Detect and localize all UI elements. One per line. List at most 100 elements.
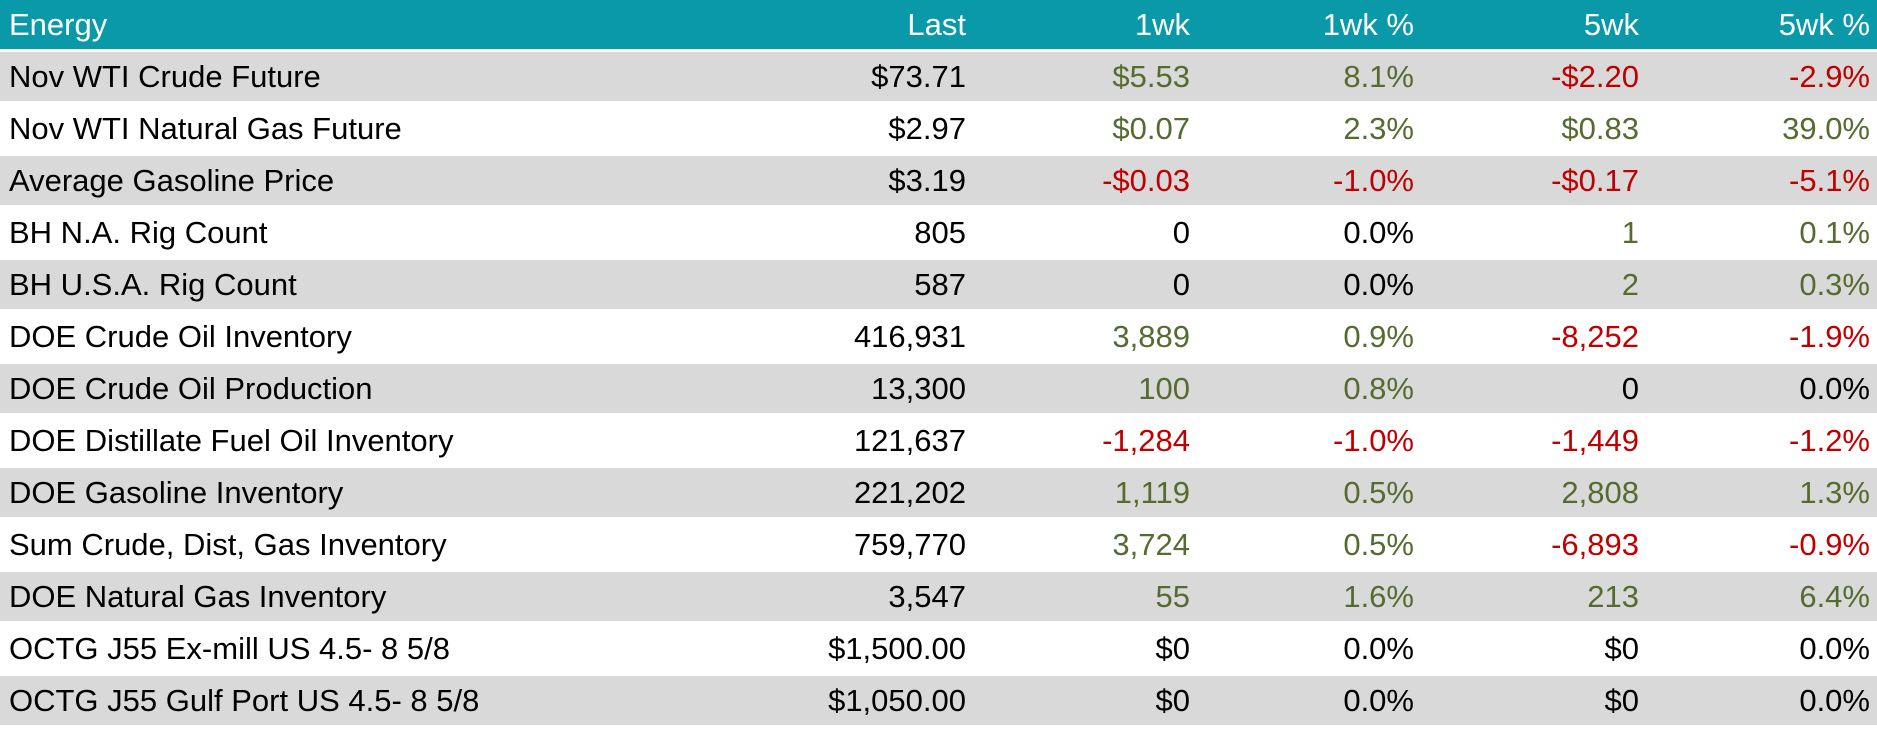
5wk-change: 0: [1421, 362, 1646, 416]
5wk-percent: -1.2%: [1646, 414, 1877, 468]
last-value: $1,500.00: [750, 622, 973, 676]
5wk-change: -$2.20: [1421, 50, 1646, 104]
5wk-change: $0.83: [1421, 102, 1646, 156]
last-value: 587: [750, 258, 973, 312]
row-label: Sum Crude, Dist, Gas Inventory: [0, 518, 750, 572]
1wk-percent: 2.3%: [1197, 102, 1421, 156]
5wk-percent: -1.9%: [1646, 310, 1877, 364]
row-label: BH N.A. Rig Count: [0, 206, 750, 260]
1wk-change: $0: [973, 674, 1197, 728]
1wk-change: 55: [973, 570, 1197, 624]
table-row: OCTG J55 Ex-mill US 4.5- 8 5/8 $1,500.00 $…: [0, 622, 1877, 676]
table-row: DOE Distillate Fuel Oil Inventory 121,637…: [0, 414, 1877, 468]
5wk-change: -$0.17: [1421, 154, 1646, 208]
1wk-percent: 0.5%: [1197, 518, 1421, 572]
table-row: Average Gasoline Price $3.19 -$0.03 -1.0% -$…: [0, 154, 1877, 208]
last-value: 121,637: [750, 414, 973, 468]
5wk-change: $0: [1421, 622, 1646, 676]
table-row: DOE Gasoline Inventory 221,202 1,119 0.5% 2,…: [0, 466, 1877, 520]
5wk-percent: 39.0%: [1646, 102, 1877, 156]
last-value: 13,300: [750, 362, 973, 416]
5wk-change: -1,449: [1421, 414, 1646, 468]
last-value: 221,202: [750, 466, 973, 520]
column-header-wk1pct: 1wk %: [1197, 0, 1421, 52]
row-label: DOE Crude Oil Inventory: [0, 310, 750, 364]
5wk-change: 2: [1421, 258, 1646, 312]
last-value: 805: [750, 206, 973, 260]
row-label: Average Gasoline Price: [0, 154, 750, 208]
1wk-change: 100: [973, 362, 1197, 416]
header-row: Energy Last 1wk 1wk % 5wk 5wk %: [0, 0, 1877, 52]
table-header: Energy Last 1wk 1wk % 5wk 5wk %: [0, 0, 1877, 52]
1wk-change: 1,119: [973, 466, 1197, 520]
1wk-percent: 0.0%: [1197, 258, 1421, 312]
5wk-percent: 0.0%: [1646, 622, 1877, 676]
1wk-percent: 8.1%: [1197, 50, 1421, 104]
1wk-percent: 0.0%: [1197, 622, 1421, 676]
5wk-percent: -2.9%: [1646, 50, 1877, 104]
1wk-percent: 1.6%: [1197, 570, 1421, 624]
row-label: Nov WTI Crude Future: [0, 50, 750, 104]
row-label: DOE Crude Oil Production: [0, 362, 750, 416]
column-header-wk5: 5wk: [1421, 0, 1646, 52]
table-row: Nov WTI Crude Future $73.71 $5.53 8.1% -$2.2…: [0, 50, 1877, 104]
1wk-change: $5.53: [973, 50, 1197, 104]
last-value: $1,050.00: [750, 674, 973, 728]
last-value: 759,770: [750, 518, 973, 572]
1wk-change: $0.07: [973, 102, 1197, 156]
last-value: 3,547: [750, 570, 973, 624]
5wk-change: -6,893: [1421, 518, 1646, 572]
5wk-change: $0: [1421, 674, 1646, 728]
1wk-change: 0: [973, 206, 1197, 260]
1wk-percent: 0.0%: [1197, 206, 1421, 260]
table-row: Nov WTI Natural Gas Future $2.97 $0.07 2.3%…: [0, 102, 1877, 156]
column-header-energy: Energy: [0, 0, 750, 52]
5wk-percent: 6.4%: [1646, 570, 1877, 624]
1wk-percent: 0.9%: [1197, 310, 1421, 364]
1wk-change: -1,284: [973, 414, 1197, 468]
last-value: $73.71: [750, 50, 973, 104]
column-header-wk5pct: 5wk %: [1646, 0, 1877, 52]
last-value: $3.19: [750, 154, 973, 208]
table-row: BH N.A. Rig Count 805 0 0.0% 1 0.1%: [0, 206, 1877, 260]
5wk-percent: 1.3%: [1646, 466, 1877, 520]
row-label: OCTG J55 Ex-mill US 4.5- 8 5/8: [0, 622, 750, 676]
1wk-percent: 0.5%: [1197, 466, 1421, 520]
table-row: DOE Natural Gas Inventory 3,547 55 1.6% 213 6…: [0, 570, 1877, 624]
row-label: DOE Gasoline Inventory: [0, 466, 750, 520]
table-row: BH U.S.A. Rig Count 587 0 0.0% 2 0.3%: [0, 258, 1877, 312]
1wk-percent: -1.0%: [1197, 414, 1421, 468]
1wk-percent: 0.8%: [1197, 362, 1421, 416]
1wk-change: 3,889: [973, 310, 1197, 364]
last-value: 416,931: [750, 310, 973, 364]
5wk-percent: 0.0%: [1646, 674, 1877, 728]
1wk-change: -$0.03: [973, 154, 1197, 208]
5wk-change: 1: [1421, 206, 1646, 260]
1wk-percent: -1.0%: [1197, 154, 1421, 208]
column-header-last: Last: [750, 0, 973, 52]
1wk-percent: 0.0%: [1197, 674, 1421, 728]
5wk-change: 2,808: [1421, 466, 1646, 520]
table-row: DOE Crude Oil Production 13,300 100 0.8% 0 0.…: [0, 362, 1877, 416]
5wk-percent: -5.1%: [1646, 154, 1877, 208]
1wk-change: 3,724: [973, 518, 1197, 572]
last-value: $2.97: [750, 102, 973, 156]
1wk-change: 0: [973, 258, 1197, 312]
table-row: OCTG J55 Gulf Port US 4.5- 8 5/8 $1,050.0…: [0, 674, 1877, 728]
5wk-percent: 0.3%: [1646, 258, 1877, 312]
row-label: Nov WTI Natural Gas Future: [0, 102, 750, 156]
table-row: DOE Crude Oil Inventory 416,931 3,889 0.9% -…: [0, 310, 1877, 364]
row-label: BH U.S.A. Rig Count: [0, 258, 750, 312]
1wk-change: $0: [973, 622, 1197, 676]
column-header-wk1: 1wk: [973, 0, 1197, 52]
table-row: Sum Crude, Dist, Gas Inventory 759,770 3,7…: [0, 518, 1877, 572]
5wk-percent: -0.9%: [1646, 518, 1877, 572]
table-body: Nov WTI Crude Future $73.71 $5.53 8.1% -$2.2…: [0, 50, 1877, 728]
row-label: OCTG J55 Gulf Port US 4.5- 8 5/8: [0, 674, 750, 728]
row-label: DOE Distillate Fuel Oil Inventory: [0, 414, 750, 468]
5wk-change: -8,252: [1421, 310, 1646, 364]
5wk-change: 213: [1421, 570, 1646, 624]
row-label: DOE Natural Gas Inventory: [0, 570, 750, 624]
